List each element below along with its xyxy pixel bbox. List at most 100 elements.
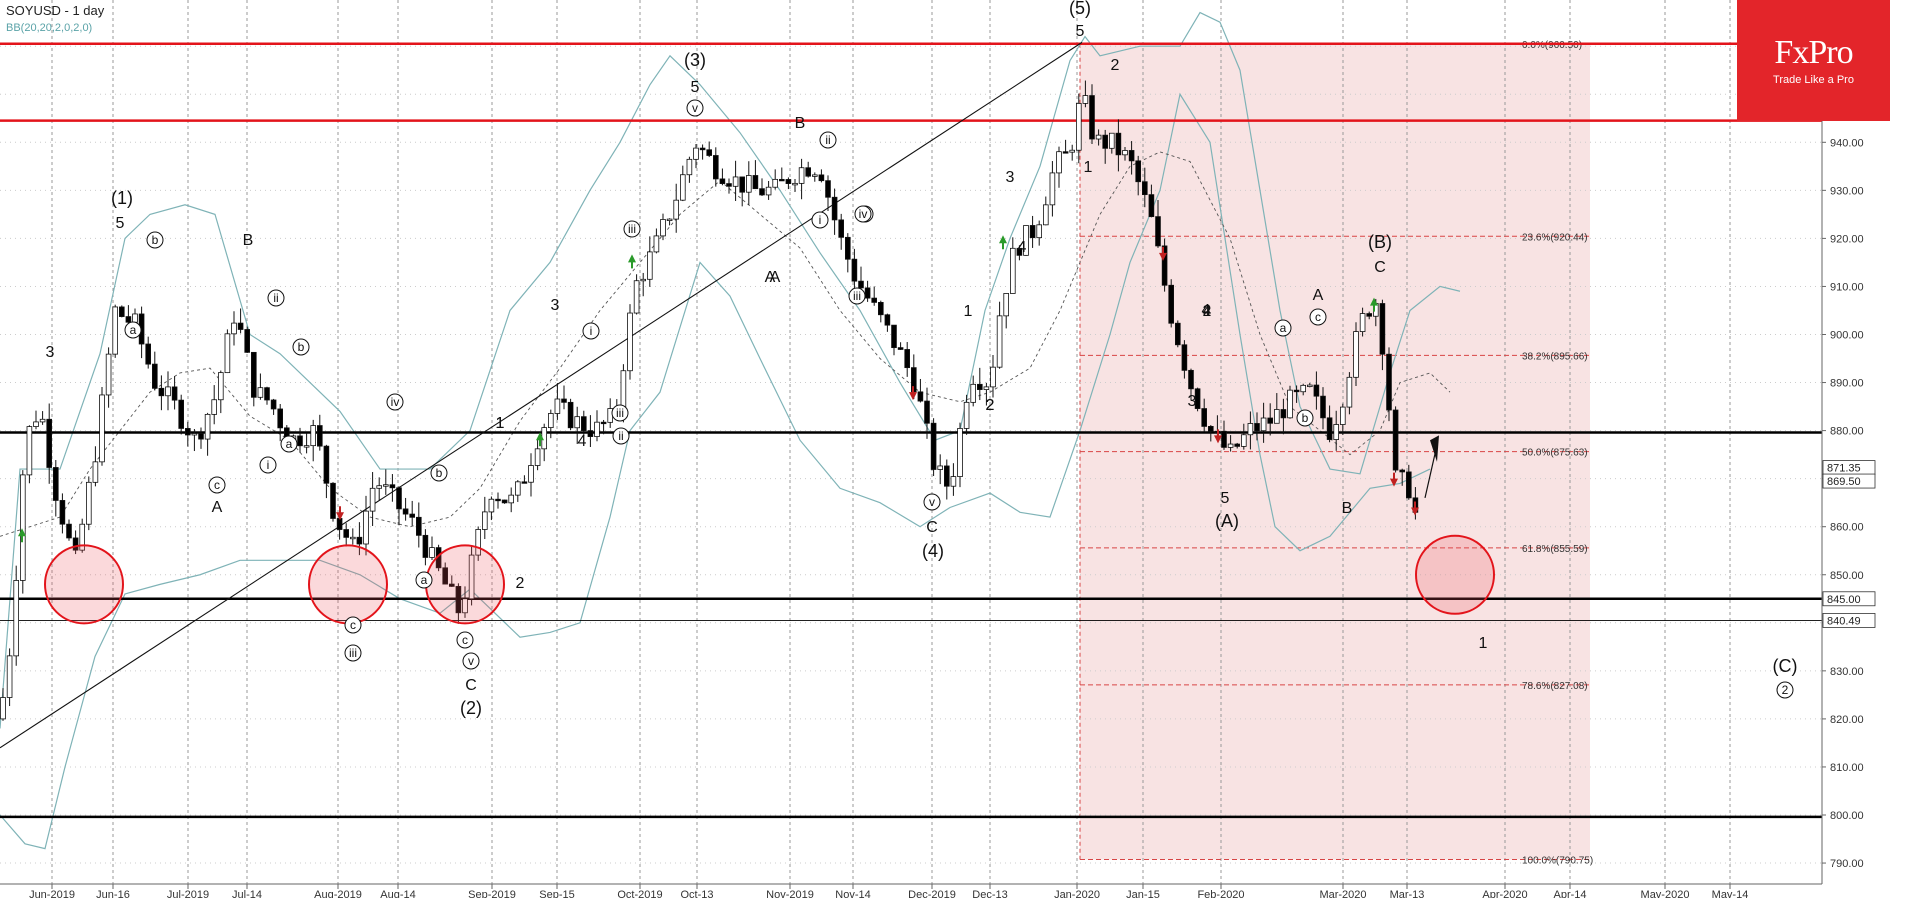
candle-203 [1340, 403, 1346, 435]
arrow-down-4 [1390, 472, 1398, 487]
candle-body [481, 511, 488, 530]
arrow-up-1 [536, 432, 544, 447]
candle-112 [739, 176, 745, 207]
candle-194 [1280, 398, 1287, 435]
candle-body [1293, 389, 1300, 393]
circled-label-15: v [462, 652, 480, 670]
wave-label-28: C [1374, 259, 1386, 276]
candle-body [851, 258, 858, 282]
x-tick-label-0: Jun-2019 [29, 889, 75, 898]
x-tick-label-4: Aug-2019 [314, 889, 362, 898]
candle-body [1326, 417, 1333, 440]
candle-body [396, 487, 402, 510]
candle-body [389, 484, 396, 489]
bollinger-upper [0, 11, 1461, 729]
candle-118 [779, 167, 785, 182]
candle-body [244, 329, 251, 353]
candle-58 [382, 469, 389, 495]
circled-label-ring [386, 393, 404, 411]
wave-label-6: B [795, 115, 806, 132]
candle-200 [1320, 387, 1326, 430]
candle-body [1155, 216, 1161, 247]
candle-153 [1010, 237, 1016, 294]
candle-body [1320, 395, 1326, 419]
circled-label-text: b [298, 340, 305, 354]
circled-label-ring [146, 231, 164, 249]
candle-126 [831, 188, 838, 235]
candle-body [858, 280, 864, 289]
candle-body [6, 655, 13, 698]
candle-54 [356, 522, 363, 556]
candle-152 [1003, 293, 1009, 329]
candle-186 [1227, 435, 1234, 452]
candle-210 [1386, 347, 1392, 422]
candle-body [204, 413, 211, 440]
candle-22 [145, 336, 152, 369]
wave-label-30: 1 [1479, 635, 1488, 652]
candle-81 [534, 439, 541, 471]
candle-68 [448, 575, 455, 587]
candle-body [99, 394, 105, 463]
candle-102 [673, 183, 679, 233]
candle-body [1036, 224, 1043, 239]
candle-23 [151, 351, 158, 391]
y-tick-label-15: 940.00 [1830, 137, 1864, 149]
candle-body [990, 366, 996, 388]
circled-label-18: iii [611, 404, 629, 422]
circled-label-text: c [350, 618, 356, 632]
x-tick-label-10: Nov-2019 [766, 889, 814, 898]
fib-label-6: 100.0%(790.75) [1522, 855, 1593, 866]
candle-211 [1392, 406, 1399, 473]
candle-61 [402, 497, 409, 521]
circled-label-5: b [146, 231, 164, 249]
candle-body [640, 278, 646, 282]
candle-32 [211, 385, 218, 425]
circled-label-text: ii [825, 133, 830, 147]
highlight-circle-0 [44, 544, 124, 625]
wave-label-18: (4) [922, 541, 944, 561]
candle-170 [1122, 146, 1128, 161]
circled-label-26: c [1309, 308, 1327, 326]
candle-body [0, 697, 6, 720]
candle-45 [297, 427, 303, 453]
x-tick-label-12: Dec-2019 [908, 889, 956, 898]
candle-83 [548, 409, 554, 439]
candle-141 [930, 418, 937, 476]
candle-198 [1307, 382, 1313, 388]
candle-49 [323, 444, 330, 499]
candle-body [719, 178, 726, 184]
candle-142 [937, 454, 943, 485]
candle-body [897, 347, 904, 350]
candle-body [831, 196, 838, 221]
candle-body [1254, 423, 1260, 432]
candle-body [1003, 293, 1009, 317]
candle-123 [812, 172, 818, 182]
candle-body [488, 498, 495, 513]
circled-label-6: a [124, 321, 142, 339]
bollinger-middle [0, 151, 1451, 537]
candle-77 [508, 487, 514, 513]
candle-53 [349, 528, 356, 545]
wave-label-32: C [465, 677, 477, 694]
circled-label-ring [923, 493, 941, 511]
candle-body [845, 236, 851, 260]
candle-25 [165, 371, 171, 411]
candle-70 [462, 586, 468, 618]
wave-label-23: 4 [1203, 303, 1212, 320]
fib-label-1: 23.6%(920.44) [1522, 232, 1588, 243]
fib-label-4: 61.8%(855.59) [1522, 544, 1588, 555]
candle-132 [871, 286, 877, 306]
candle-193 [1274, 393, 1280, 424]
candle-5 [33, 410, 39, 430]
candle-body [1168, 284, 1175, 324]
candle-204 [1346, 372, 1353, 415]
x-tick-label-21: May-2020 [1641, 889, 1690, 898]
candle-155 [1023, 225, 1029, 256]
candle-body [1340, 406, 1346, 425]
logo-brand: FxPro [1774, 34, 1853, 71]
candle-body [112, 306, 119, 355]
circled-label-ring [811, 211, 829, 229]
candle-11 [72, 530, 79, 555]
circled-label-ring [259, 456, 277, 474]
